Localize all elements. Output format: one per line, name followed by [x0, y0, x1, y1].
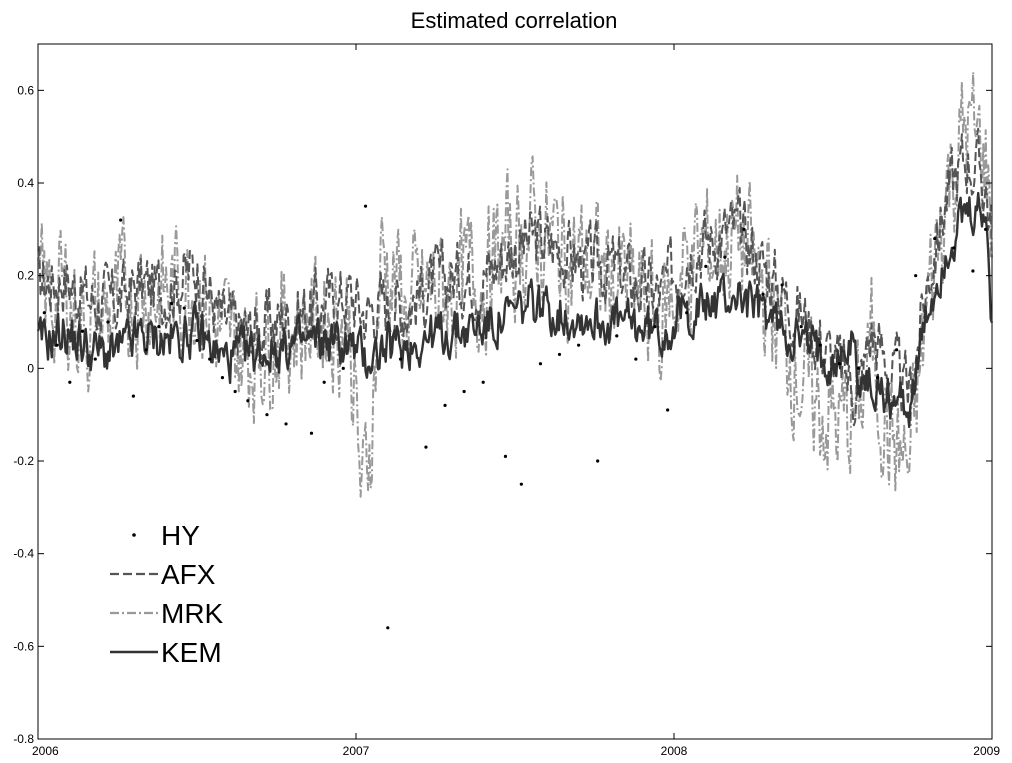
- hy-point: [144, 348, 148, 352]
- y-tick-label: 0.4: [17, 176, 34, 190]
- y-tick-label: 0.2: [17, 269, 34, 283]
- x-tick-label: 2008: [661, 744, 688, 758]
- hy-point: [615, 334, 619, 338]
- ticks-layer: -0.8 -0.6 -0.4 -0.2 0 0.2 0.4 0.6 2006 2007 2008 20…: [13, 44, 1000, 758]
- legend: HY AFX MRK KEM: [110, 520, 224, 668]
- hy-point: [914, 274, 918, 278]
- hy-point: [952, 246, 956, 250]
- plot-frame: [37, 43, 993, 740]
- hy-point: [424, 445, 428, 449]
- hy-point: [634, 357, 638, 361]
- hy-point: [481, 380, 485, 384]
- hy-point: [653, 325, 657, 329]
- hy-point: [799, 325, 803, 329]
- legend-marker-hy: [132, 533, 136, 537]
- hy-point: [157, 325, 161, 329]
- hy-point: [837, 362, 841, 366]
- hy-point: [363, 204, 368, 208]
- hy-point: [538, 362, 543, 366]
- hy-point: [685, 311, 689, 315]
- hy-point: [666, 408, 670, 412]
- hy-point: [856, 366, 861, 370]
- hy-point: [933, 237, 937, 241]
- hy-point: [398, 357, 403, 361]
- hy-point: [577, 343, 581, 347]
- hy-point: [596, 459, 600, 463]
- y-tick-label: 0.6: [17, 83, 34, 97]
- hy-point: [443, 403, 447, 407]
- legend-label-afx: AFX: [161, 559, 216, 590]
- y-tick-label: -0.6: [13, 639, 34, 653]
- hy-point: [284, 422, 288, 426]
- x-tick-label: 2007: [343, 744, 370, 758]
- mrk-series-line: [37, 71, 993, 498]
- hy-point: [68, 380, 72, 384]
- hy-point: [818, 343, 822, 347]
- hy-point: [169, 301, 174, 306]
- y-tick-label: -0.4: [13, 547, 34, 561]
- hy-point: [93, 357, 97, 361]
- chart-title: Estimated correlation: [411, 8, 618, 33]
- hy-point: [723, 255, 727, 259]
- hy-point: [182, 306, 186, 310]
- legend-label-hy: HY: [161, 520, 200, 551]
- hy-point: [80, 329, 85, 333]
- hy-point: [220, 376, 225, 380]
- hy-point: [971, 269, 975, 273]
- hy-point: [195, 338, 199, 343]
- hy-point: [233, 389, 237, 394]
- x-tick-label: 2009: [973, 744, 1000, 758]
- hy-point: [761, 292, 765, 296]
- series-layer: [36, 71, 994, 630]
- hy-point: [503, 454, 508, 458]
- hy-point: [519, 482, 523, 486]
- hy-point: [42, 311, 46, 315]
- hy-point: [462, 389, 466, 394]
- hy-point: [704, 264, 708, 268]
- hy-point: [119, 218, 123, 222]
- hy-point: [341, 366, 345, 370]
- hy-point: [265, 413, 269, 417]
- hy-point: [208, 357, 212, 361]
- legend-label-kem: KEM: [161, 637, 222, 668]
- hy-point: [386, 626, 390, 630]
- hy-point: [780, 283, 784, 287]
- hy-point: [875, 376, 880, 380]
- hy-point: [131, 394, 135, 398]
- hy-point: [309, 431, 314, 435]
- hy-point: [742, 227, 746, 231]
- x-tick-label: 2006: [32, 744, 59, 758]
- legend-label-mrk: MRK: [161, 598, 224, 629]
- y-tick-label: 0: [27, 361, 34, 375]
- y-tick-label: -0.8: [13, 732, 34, 746]
- hy-point: [895, 348, 899, 352]
- kem-series-line: [36, 191, 994, 429]
- hy-point: [106, 320, 110, 324]
- hy-point: [557, 352, 562, 357]
- hy-point: [246, 399, 250, 403]
- y-tick-label: -0.2: [13, 454, 34, 468]
- hy-point: [322, 380, 326, 384]
- hy-point: [984, 227, 988, 231]
- hy-point: [55, 343, 59, 347]
